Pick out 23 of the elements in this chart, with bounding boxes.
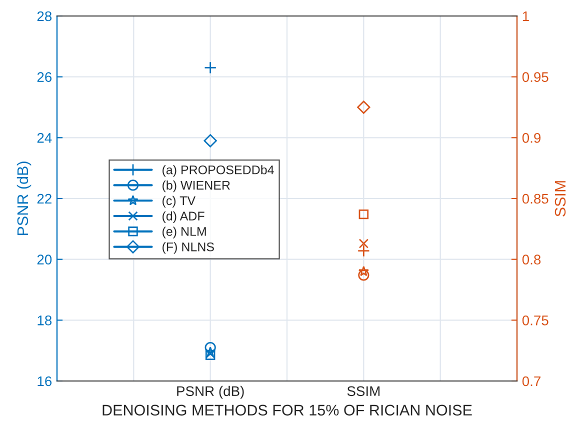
y-tick-label: 26 (37, 72, 52, 82)
legend-label: (b) WIENER (162, 180, 230, 192)
y2-tick-label: 0.9 (522, 133, 541, 143)
y-tick-label: 28 (37, 11, 52, 22)
legend-label: (c) TV (162, 196, 196, 208)
y-tick-label: 20 (37, 254, 52, 265)
y2-tick-label: 0.85 (522, 194, 548, 204)
y2-tick-label: 0.95 (522, 72, 548, 82)
y-axis-title: PSNR (dB) (16, 162, 32, 236)
legend-label: (F) NLNS (162, 242, 214, 254)
y-tick-label: 22 (37, 194, 52, 204)
y2-tick-label: 0.7 (522, 376, 540, 386)
y-tick-label: 18 (38, 316, 52, 326)
legend-label: (e) NLM (162, 226, 206, 238)
x-axis-title: DENOISING METHODS FOR 15% OF RICIAN NOISE (102, 404, 472, 416)
y2-tick-label: 0.8 (522, 254, 541, 265)
legend-label: (d) ADF (162, 211, 204, 223)
y2-tick-label: 1 (522, 11, 529, 22)
y2-tick-label: 0.75 (522, 316, 548, 326)
y-tick-label: 24 (37, 133, 52, 143)
y2-axis-title: SSIM (554, 181, 566, 216)
legend-label: (a) PROPOSEDDb4 (162, 165, 274, 177)
y-tick-label: 16 (38, 376, 52, 386)
